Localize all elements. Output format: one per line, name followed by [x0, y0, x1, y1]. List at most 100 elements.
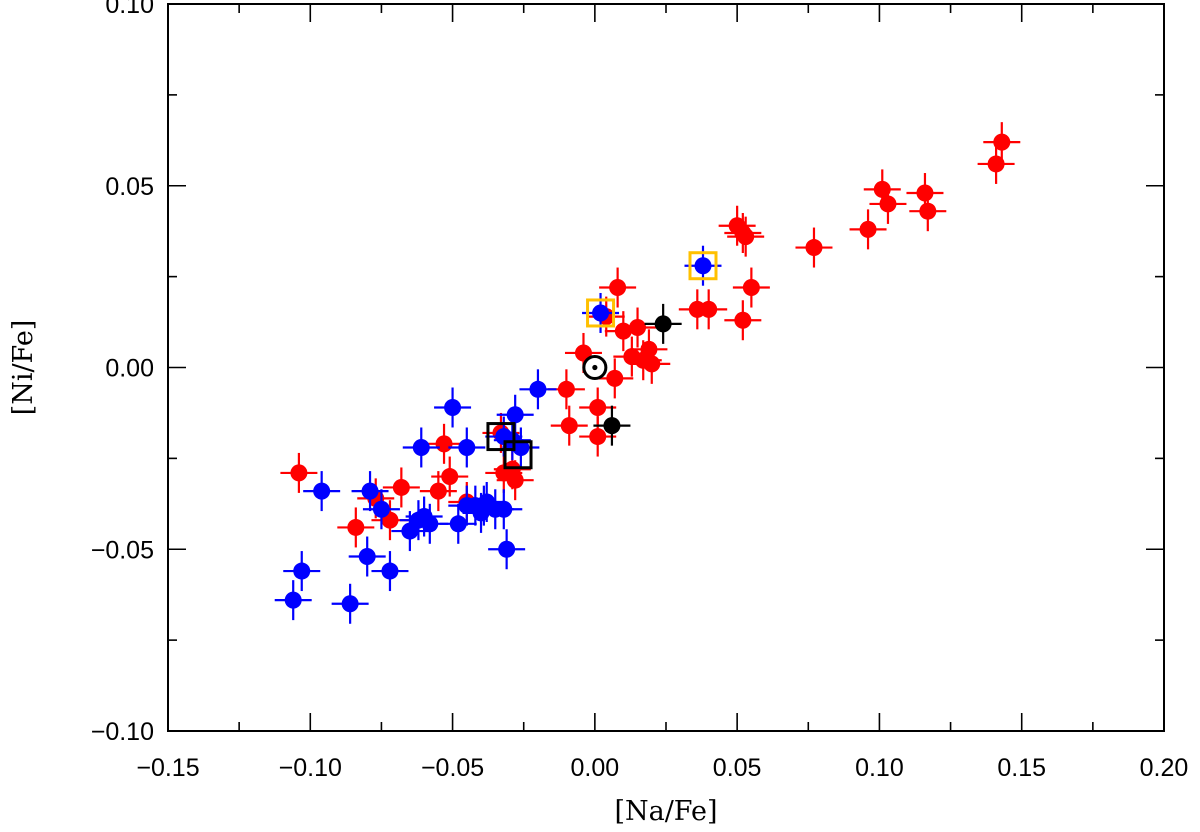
point-marker — [654, 315, 672, 333]
black-data-point — [593, 405, 631, 446]
x-tick-label: 0.05 — [713, 754, 762, 782]
x-tick-label: 0.15 — [997, 754, 1046, 782]
point-marker — [444, 398, 462, 416]
red-data-point — [690, 289, 728, 330]
y-axis-title: [Ni/Fe] — [8, 320, 39, 416]
blue-data-point — [362, 489, 400, 530]
blue-data-point — [439, 503, 477, 544]
y-tick-label: −0.10 — [91, 718, 154, 746]
point-marker — [361, 482, 379, 500]
point-marker — [737, 228, 755, 246]
y-tick-label: 0.00 — [105, 355, 154, 383]
point-marker — [859, 220, 877, 238]
blue-data-point — [303, 471, 341, 512]
point-marker — [341, 595, 359, 613]
red-data-point — [983, 122, 1021, 163]
red-data-point — [909, 191, 947, 232]
point-marker — [347, 518, 365, 536]
point-marker — [560, 417, 578, 435]
y-tick-label: 0.05 — [105, 173, 154, 201]
red-data-point — [280, 452, 318, 493]
point-marker — [313, 482, 331, 500]
x-tick-label: 0.00 — [571, 754, 620, 782]
y-tick-label: −0.05 — [91, 536, 154, 564]
point-marker — [290, 464, 308, 482]
point-marker — [592, 304, 610, 322]
gold-square-marker — [586, 298, 616, 328]
point-marker — [429, 482, 447, 500]
sun-symbol-marker — [582, 355, 608, 380]
point-marker — [498, 540, 516, 558]
point-marker — [603, 417, 621, 435]
red-data-point — [337, 507, 375, 548]
point-marker — [629, 319, 647, 337]
red-data-point — [732, 267, 770, 308]
point-marker — [589, 428, 607, 446]
point-marker — [435, 435, 453, 453]
red-data-point — [596, 358, 634, 399]
point-marker — [421, 515, 439, 533]
point-marker — [640, 340, 658, 358]
point-marker — [574, 344, 592, 362]
point-marker — [919, 202, 937, 220]
point-marker — [529, 380, 547, 398]
red-data-point — [727, 216, 765, 257]
x-tick-label: −0.10 — [279, 754, 342, 782]
red-data-point — [724, 300, 762, 341]
blue-data-point — [434, 387, 472, 428]
red-data-point — [795, 227, 833, 268]
point-marker — [458, 438, 476, 456]
blue-data-point — [485, 489, 523, 530]
black-square-marker — [503, 440, 533, 470]
plot-frame — [167, 3, 1165, 732]
point-marker — [742, 279, 760, 297]
point-marker — [614, 322, 632, 340]
blue-data-point — [283, 551, 321, 592]
point-marker — [506, 406, 524, 424]
red-data-point — [419, 471, 457, 512]
blue-data-point — [448, 427, 486, 468]
black-square-marker — [486, 422, 516, 452]
red-data-point — [633, 343, 671, 384]
red-data-point — [579, 387, 617, 428]
point-marker — [805, 239, 823, 257]
x-tick-label: −0.05 — [421, 754, 484, 782]
point-marker — [293, 562, 311, 580]
point-marker — [606, 369, 624, 387]
x-tick-label: 0.20 — [1140, 754, 1189, 782]
gold-square-marker — [688, 251, 718, 281]
x-tick-label: −0.15 — [136, 754, 199, 782]
point-marker — [700, 300, 718, 318]
x-tick-label: 0.10 — [855, 754, 904, 782]
red-data-point — [849, 209, 887, 250]
point-marker — [643, 355, 661, 373]
point-marker — [449, 515, 467, 533]
point-marker — [506, 471, 524, 489]
point-marker — [993, 133, 1011, 151]
blue-data-point — [402, 427, 440, 468]
point-marker — [873, 180, 891, 198]
y-tick-label: 0.10 — [105, 0, 154, 19]
blue-data-point — [274, 580, 312, 621]
point-marker — [916, 184, 934, 202]
point-marker — [589, 398, 607, 416]
sun-dot — [592, 364, 598, 371]
blue-data-point — [351, 471, 389, 512]
red-data-point — [977, 143, 1015, 184]
axis-ticks — [167, 3, 1165, 732]
point-marker — [879, 195, 897, 213]
point-marker — [358, 548, 376, 566]
black-data-point — [644, 303, 682, 344]
blue-data-point — [519, 369, 557, 410]
point-marker — [609, 279, 627, 297]
point-marker — [392, 478, 410, 496]
red-data-point — [431, 456, 469, 497]
blue-data-point — [488, 529, 526, 570]
tick-labels: −0.15 −0.10 −0.05 0.00 0.05 0.10 0.15 0.20 −0.10… — [91, 0, 1189, 782]
red-data-point — [496, 460, 534, 501]
point-marker — [987, 155, 1005, 173]
point-marker — [441, 468, 459, 486]
point-marker — [412, 438, 430, 456]
point-marker — [372, 500, 390, 518]
